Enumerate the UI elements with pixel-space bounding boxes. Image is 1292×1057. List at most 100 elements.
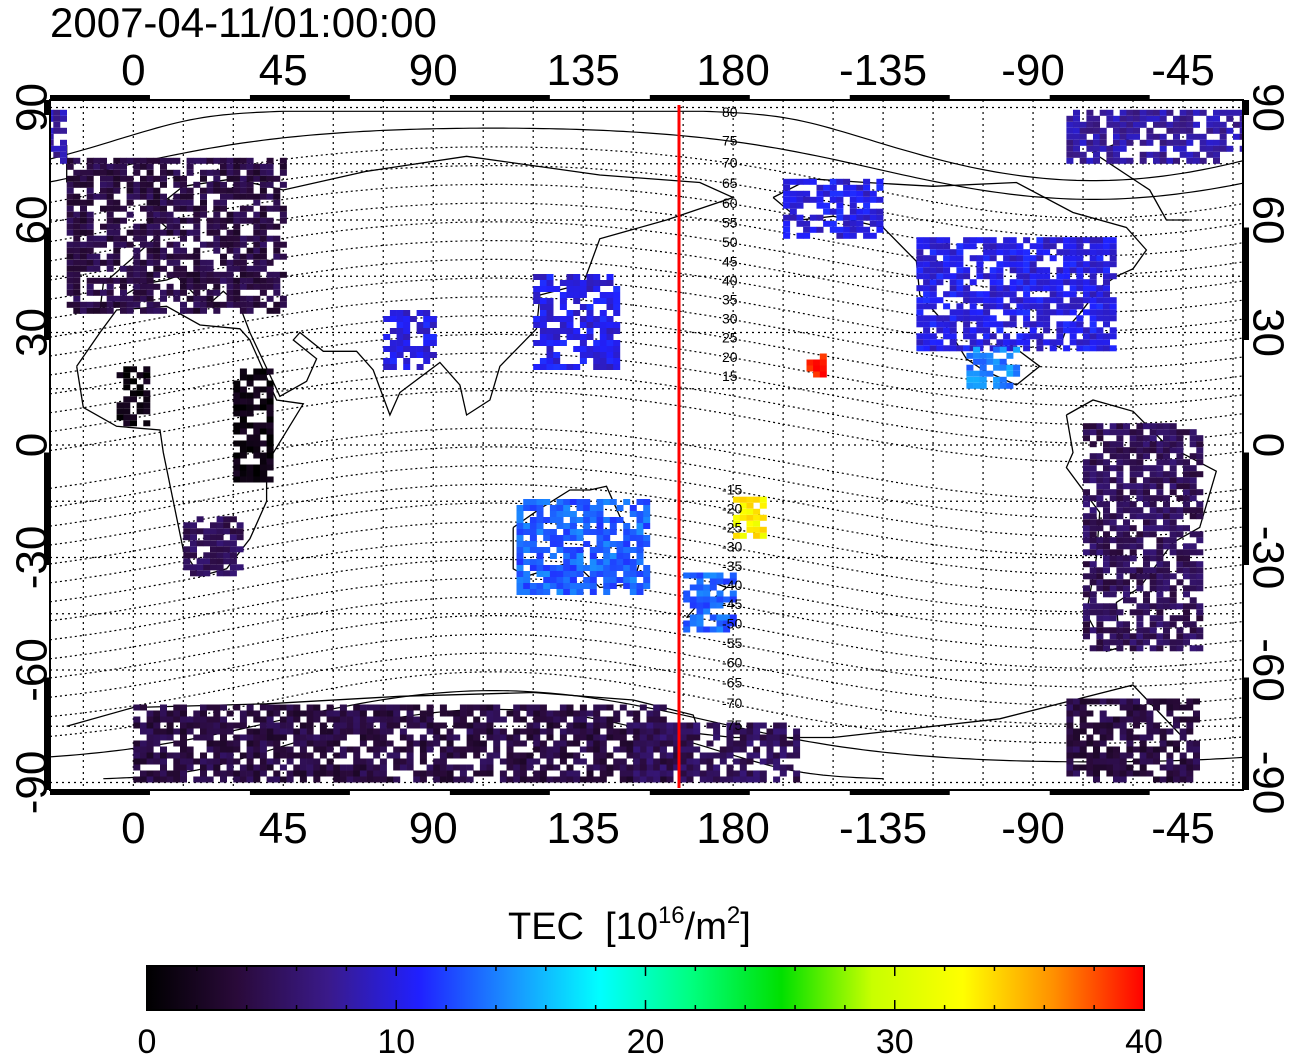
- tec-cell: [1153, 151, 1160, 158]
- tec-cell: [1146, 752, 1154, 759]
- tec-cell: [516, 553, 524, 559]
- tec-cell: [466, 704, 474, 711]
- tec-cell: [596, 511, 604, 517]
- tec-cell: [793, 734, 801, 741]
- tec-cell: [1066, 151, 1074, 158]
- tec-cell: [143, 378, 151, 385]
- tec-cell: [379, 710, 387, 717]
- tec-cell: [816, 226, 824, 233]
- tec-cell: [1126, 157, 1134, 164]
- tec-cell: [1036, 339, 1044, 346]
- tec-cell: [856, 214, 864, 221]
- tec-cell: [746, 520, 754, 527]
- tec-cell: [226, 163, 234, 170]
- tec-cell: [596, 559, 604, 565]
- tec-cell: [816, 202, 824, 209]
- tec-cell: [166, 271, 174, 278]
- tec-cell: [569, 535, 577, 541]
- tec-cell: [569, 583, 577, 589]
- tec-cell: [1093, 133, 1100, 140]
- tec-cell: [180, 301, 187, 308]
- tec-cell: [973, 382, 981, 389]
- tec-cell: [173, 193, 181, 200]
- tec-cell: [1056, 297, 1064, 304]
- tec-cell: [193, 277, 201, 284]
- tec-cell: [986, 352, 994, 359]
- tec-cell: [549, 565, 557, 571]
- tec-cell: [1176, 645, 1184, 652]
- tec-cell: [753, 770, 761, 777]
- tec-cell: [566, 728, 574, 735]
- tec-cell: [193, 716, 201, 723]
- tec-cell: [306, 710, 314, 717]
- tec-cell: [976, 261, 984, 268]
- tec-cell: [783, 232, 791, 239]
- tec-cell: [200, 187, 207, 194]
- tec-cell: [153, 301, 161, 308]
- tec-cell: [613, 346, 621, 352]
- tec-cell: [596, 523, 604, 529]
- tec-cell: [1123, 543, 1130, 550]
- tec-cell: [313, 776, 321, 783]
- tec-cell: [1109, 513, 1117, 520]
- tec-cell: [1083, 261, 1090, 268]
- tec-cell: [140, 704, 147, 711]
- tec-cell: [1149, 615, 1157, 622]
- tec-cell: [279, 722, 287, 729]
- tec-cell: [673, 728, 681, 735]
- tec-cell: [829, 184, 837, 191]
- tec-cell: [406, 722, 414, 729]
- tec-cell: [1096, 261, 1104, 268]
- tec-cell: [579, 346, 587, 352]
- tec-cell: [936, 315, 944, 322]
- tec-cell: [529, 505, 537, 511]
- tec-cell: [963, 267, 971, 274]
- tec-cell: [113, 217, 121, 224]
- tec-cell: [529, 499, 537, 505]
- tec-cell: [613, 746, 621, 753]
- tec-cell: [193, 259, 201, 266]
- tec-cell: [1103, 333, 1110, 340]
- tec-cell: [1119, 728, 1127, 735]
- tec-cell: [533, 322, 541, 328]
- tec-cell: [113, 205, 121, 212]
- tec-cell: [426, 728, 434, 735]
- tec-cell: [546, 274, 554, 280]
- tec-cell: [1106, 746, 1114, 753]
- tec-cell: [259, 368, 267, 375]
- tec-cell: [836, 178, 844, 185]
- tec-cell: [983, 273, 991, 280]
- tec-cell: [599, 352, 607, 358]
- tec-cell: [599, 776, 607, 783]
- axis-tick-labels: 0045459090135135180180-135-135-90-90-45-…: [8, 46, 1292, 853]
- tec-cell: [746, 508, 754, 515]
- tec-cell: [613, 298, 621, 304]
- tec-cell: [639, 758, 647, 765]
- tec-cell: [1069, 321, 1077, 328]
- tec-cell: [693, 764, 701, 771]
- tec-cell: [1139, 139, 1147, 146]
- tec-cell: [679, 764, 687, 771]
- tec-cell: [1176, 507, 1184, 514]
- tec-cell: [1143, 525, 1150, 532]
- tec-cell: [1126, 139, 1134, 146]
- tec-cell: [233, 410, 241, 417]
- tec-cell: [1153, 746, 1160, 753]
- lat-tick-label-right: 90: [1244, 83, 1292, 132]
- tec-cell: [200, 728, 207, 735]
- tec-cell: [233, 440, 241, 447]
- tec-cell: [259, 247, 267, 254]
- tec-cell: [929, 333, 937, 340]
- tec-cell: [1189, 585, 1197, 592]
- tec-cell: [1096, 267, 1104, 274]
- tec-cell: [210, 546, 217, 553]
- tec-cell: [259, 386, 267, 393]
- tec-cell: [126, 187, 134, 194]
- tec-cell: [223, 528, 231, 535]
- tec-cell: [786, 740, 794, 747]
- tec-cell: [599, 280, 607, 286]
- tec-cell: [173, 289, 181, 296]
- tec-cell: [239, 386, 247, 393]
- tec-cell: [166, 722, 174, 729]
- tec-cell: [519, 728, 527, 735]
